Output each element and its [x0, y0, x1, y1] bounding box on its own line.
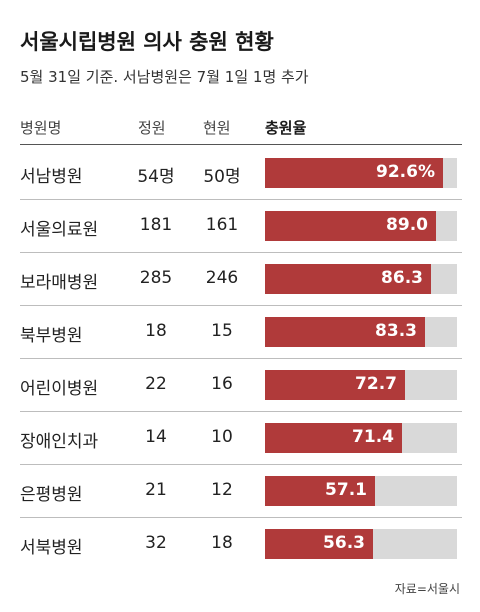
bar-fill [265, 475, 375, 506]
header-current: 현원 [203, 119, 231, 137]
row-hospital-name: 서북병원 [20, 537, 83, 558]
row-current: 50명 [203, 166, 241, 187]
row-divider [20, 411, 462, 412]
row-hospital-name: 서남병원 [20, 166, 83, 187]
bar-fill [265, 422, 402, 453]
header-hospital: 병원명 [20, 119, 62, 137]
source-note: 자료=서울시 [394, 582, 460, 596]
row-current: 18 [211, 532, 233, 553]
chart-title: 서울시립병원 의사 충원 현황 [20, 30, 274, 54]
bar-fill [265, 157, 443, 188]
bar-value-label: 56.3 [323, 532, 365, 553]
row-current: 10 [211, 426, 233, 447]
bar-value-label: 92.6% [376, 161, 435, 182]
row-divider [20, 464, 462, 465]
row-divider [20, 358, 462, 359]
row-hospital-name: 북부병원 [20, 325, 83, 346]
row-quota: 18 [145, 320, 167, 341]
row-quota: 54명 [137, 166, 175, 187]
row-divider [20, 252, 462, 253]
row-divider [20, 305, 462, 306]
row-hospital-name: 서울의료원 [20, 219, 99, 240]
row-current: 161 [205, 214, 239, 235]
bar-value-label: 71.4 [352, 426, 394, 447]
bar-value-label: 72.7 [355, 373, 397, 394]
row-quota: 285 [139, 267, 173, 288]
row-hospital-name: 은평병원 [20, 484, 83, 505]
row-current: 16 [211, 373, 233, 394]
row-current: 15 [211, 320, 233, 341]
bar-fill [265, 369, 405, 400]
row-current: 246 [205, 267, 239, 288]
bar-value-label: 83.3 [375, 320, 417, 341]
bar-fill [265, 210, 436, 241]
row-quota: 32 [145, 532, 167, 553]
row-quota: 21 [145, 479, 167, 500]
header-quota: 정원 [138, 119, 166, 137]
bar-value-label: 89.0 [386, 214, 428, 235]
header-divider [20, 144, 462, 145]
bar-fill [265, 528, 373, 559]
row-quota: 14 [145, 426, 167, 447]
bar-fill [265, 316, 425, 347]
bar-fill [265, 263, 431, 294]
row-divider [20, 199, 462, 200]
row-current: 12 [211, 479, 233, 500]
row-quota: 181 [139, 214, 173, 235]
bar-value-label: 57.1 [325, 479, 367, 500]
row-hospital-name: 보라매병원 [20, 272, 99, 293]
row-hospital-name: 장애인치과 [20, 431, 99, 452]
row-divider [20, 517, 462, 518]
row-quota: 22 [145, 373, 167, 394]
chart-subtitle: 5월 31일 기준. 서남병원은 7월 1일 1명 추가 [20, 68, 309, 86]
bar-value-label: 86.3 [381, 267, 423, 288]
row-hospital-name: 어린이병원 [20, 378, 99, 399]
header-rate: 충원율 [265, 119, 307, 137]
